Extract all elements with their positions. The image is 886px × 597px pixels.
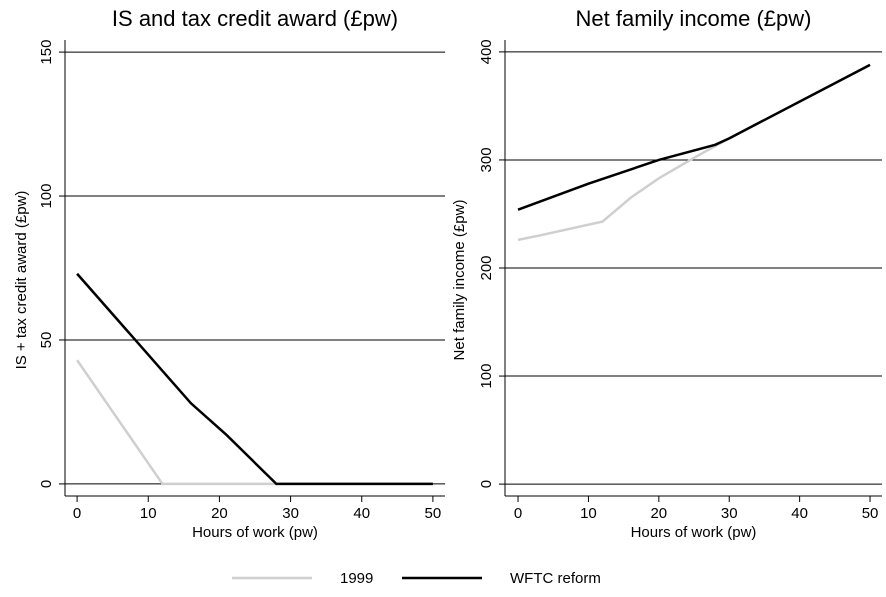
y-tick-label: 50 bbox=[38, 332, 55, 349]
x-tick-label: 30 bbox=[282, 505, 299, 522]
x-tick-label: 20 bbox=[211, 505, 228, 522]
y-tick-label: 200 bbox=[478, 255, 495, 280]
y-axis-label: IS + tax credit award (£pw) bbox=[13, 191, 30, 370]
y-tick-label: 400 bbox=[478, 39, 495, 64]
y-tick-label: 100 bbox=[478, 364, 495, 389]
data-line bbox=[76, 359, 433, 486]
chart-title: IS and tax credit award (£pw) bbox=[112, 6, 398, 31]
x-tick-label: 30 bbox=[721, 505, 738, 522]
x-tick-label: 50 bbox=[862, 505, 879, 522]
y-tick-label: 0 bbox=[478, 480, 495, 488]
y-tick-label: 0 bbox=[38, 480, 55, 488]
x-axis-label: Hours of work (pw) bbox=[192, 524, 318, 541]
x-tick-label: 10 bbox=[140, 505, 157, 522]
y-tick-label: 150 bbox=[38, 40, 55, 65]
y-tick-label: 300 bbox=[478, 147, 495, 172]
x-tick-label: 10 bbox=[580, 505, 597, 522]
x-axis-label: Hours of work (pw) bbox=[631, 524, 757, 541]
legend-label: 1999 bbox=[340, 570, 373, 587]
x-tick-label: 40 bbox=[353, 505, 370, 522]
data-line bbox=[76, 272, 433, 486]
x-tick-label: 20 bbox=[650, 505, 667, 522]
data-line bbox=[517, 63, 871, 211]
x-tick-label: 50 bbox=[425, 505, 442, 522]
x-tick-label: 40 bbox=[791, 505, 808, 522]
y-tick-label: 100 bbox=[38, 184, 55, 209]
y-axis-label: Net family income (£pw) bbox=[451, 200, 468, 361]
legend-label: WFTC reform bbox=[510, 570, 601, 587]
x-tick-label: 0 bbox=[514, 505, 522, 522]
x-tick-label: 0 bbox=[73, 505, 81, 522]
chart-title: Net family income (£pw) bbox=[576, 6, 812, 31]
